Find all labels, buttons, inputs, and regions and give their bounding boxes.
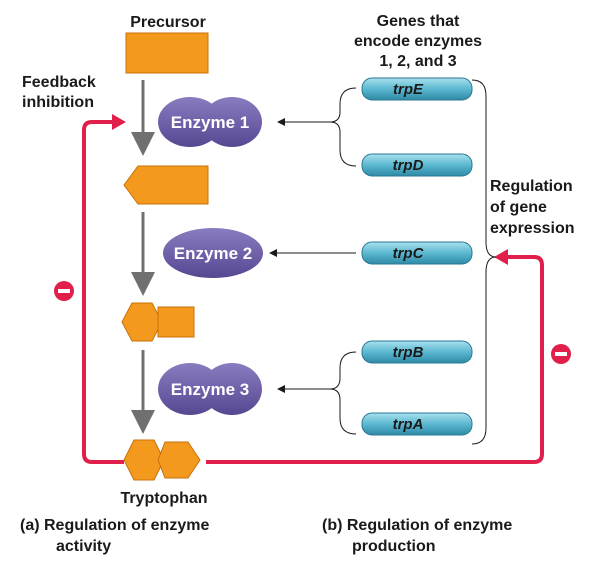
regulation-label-line1: Regulation (490, 178, 573, 195)
gene-regulation-arrowhead (494, 249, 508, 265)
genes-heading-line1: Genes that (377, 13, 460, 30)
brace-genes-e-d (329, 87, 357, 167)
brace-genes-b-a (329, 351, 357, 435)
feedback-inhibition-line (82, 120, 124, 464)
gene-trpD-label: trpD (393, 157, 424, 174)
gene-trpD: trpD (361, 153, 473, 177)
gene-trpC: trpC (361, 241, 473, 265)
feedback-label-line2: inhibition (22, 94, 94, 111)
gene-trpB: trpB (361, 340, 473, 364)
regulation-label-line2: of gene (490, 199, 547, 216)
caption-a-line2: activity (56, 538, 111, 555)
tryptophan-molecule (123, 439, 201, 481)
gene-trpC-label: trpC (393, 245, 425, 262)
enzyme-1: Enzyme 1 (158, 97, 262, 147)
gene-trpB-label: trpB (393, 344, 424, 361)
caption-a-line1: (a) Regulation of enzyme (20, 517, 209, 534)
enzyme-3: Enzyme 3 (158, 363, 262, 415)
feedback-label-line1: Feedback (22, 74, 96, 91)
gene-trpA-label: trpA (393, 416, 424, 433)
intermediate-2-molecule (121, 302, 195, 342)
gene-regulation-line (206, 255, 544, 464)
gene-trpA: trpA (361, 412, 473, 436)
intermediate-1-molecule (123, 165, 209, 205)
enzyme-1-label: Enzyme 1 (171, 113, 249, 132)
precursor-label: Precursor (130, 14, 206, 31)
caption-b-line1: (b) Regulation of enzyme (322, 517, 512, 534)
enzyme-2: Enzyme 2 (163, 228, 263, 278)
feedback-arrowhead (112, 114, 126, 130)
regulation-brace (471, 79, 497, 445)
gene-trpE: trpE (361, 77, 473, 101)
enzyme-2-label: Enzyme 2 (174, 244, 252, 263)
genes-heading-line2: encode enzymes (354, 33, 482, 50)
enzyme-3-label: Enzyme 3 (171, 380, 249, 399)
gene-trpE-label: trpE (393, 81, 424, 98)
tryptophan-label: Tryptophan (120, 490, 207, 507)
precursor-molecule (125, 32, 209, 74)
genes-heading-line3: 1, 2, and 3 (379, 53, 456, 70)
caption-b-line2: production (352, 538, 436, 555)
regulation-label-line3: expression (490, 220, 574, 237)
